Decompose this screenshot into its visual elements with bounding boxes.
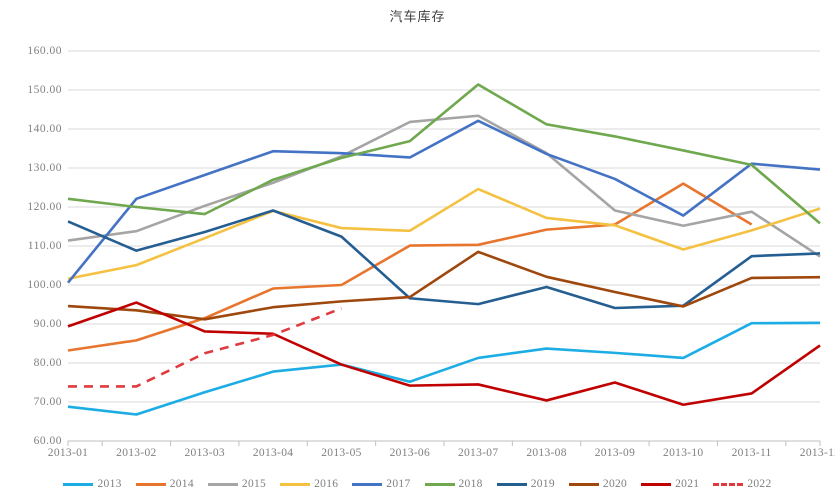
series-line-2020 [67,250,821,321]
chart-legend: 2013 2014 2015 2016 2017 2018 2019 2020 2021 2022 [0,474,835,494]
legend-swatch-icon [424,482,455,486]
legend-swatch-icon [352,482,383,486]
legend-item-2017[interactable]: 2017 [352,478,410,490]
x-axis-tick-label: 2013-09 [594,447,636,459]
legend-item-2015[interactable]: 2015 [207,478,267,490]
legend-label: 2018 [458,478,483,490]
series-line-2013 [67,321,821,416]
legend-label: 2016 [314,478,339,490]
y-axis-tick-label: 130.00 [27,162,62,174]
legend-swatch-icon [280,482,311,486]
legend-swatch-icon [207,482,238,486]
legend-item-2020[interactable]: 2020 [568,478,628,490]
y-axis-tick-label: 80.00 [33,357,62,369]
series-line-2022 [68,307,342,388]
y-axis-tick-label: 70.00 [33,396,62,408]
y-axis-tick-label: 140.00 [27,123,62,135]
x-axis-tick-label: 2013-05 [321,447,362,459]
legend-label: 2022 [747,478,772,490]
y-axis-tick-label: 90.00 [33,318,62,330]
legend-item-2016[interactable]: 2016 [280,478,338,490]
legend-item-2019[interactable]: 2019 [496,478,555,490]
series-line-2015 [67,114,821,258]
y-axis-tick-label: 100.00 [27,279,62,291]
legend-label: 2019 [530,478,555,490]
y-axis-tick-label: 120.00 [27,201,62,213]
x-axis-tick-label: 2013-11 [731,447,772,459]
y-axis-tick-label: 160.00 [27,45,62,57]
y-axis: 160.00 150.00 140.00 130.00 120.00 110.00 100.… [0,0,62,494]
legend-label: 2013 [97,478,122,490]
y-axis-tick-label: 110.00 [27,240,62,252]
legend-label: 2017 [386,478,411,490]
legend-label: 2015 [241,478,267,490]
legend-swatch-icon [568,482,599,486]
series-line-2019 [67,209,821,310]
series-line-2016 [67,187,821,281]
x-axis-tick-label: 2013-04 [252,447,294,459]
legend-swatch-icon [641,482,672,486]
legend-swatch-icon [496,482,527,486]
axis-lines [67,440,821,446]
legend-item-2021[interactable]: 2021 [641,478,699,490]
x-axis-tick-label: 2013-08 [526,447,567,459]
series-line-2021 [67,301,821,407]
series-line-2014 [67,182,753,352]
legend-label: 2014 [169,478,194,490]
series-line-2017 [66,119,821,284]
x-axis-tick-label: 2013-10 [663,447,704,459]
x-axis: 2013-01 2013-02 2013-03 2013-04 2013-05 2013-… [0,447,835,467]
chart-title: 汽车库存 [389,10,446,25]
x-axis-tick-label: 2013-06 [389,447,431,459]
legend-item-2022[interactable]: 2022 [713,478,771,490]
legend-item-2013[interactable]: 2013 [63,478,121,490]
x-axis-tick-label: 2013-07 [457,447,499,459]
legend-item-2014[interactable]: 2014 [135,478,194,490]
x-axis-tick-label: 2013-03 [184,447,225,459]
legend-label: 2021 [675,478,700,490]
series-line-2018 [67,83,821,225]
x-axis-tick-label: 2013-02 [116,447,157,459]
legend-swatch-icon [713,482,744,486]
series-lines [66,83,821,416]
y-axis-tick-label: 150.00 [27,84,62,96]
legend-label: 2020 [602,478,628,490]
legend-item-2018[interactable]: 2018 [424,478,483,490]
x-axis-tick-label: 2013-01 [47,447,89,459]
x-axis-tick-label: 2013-12 [799,447,835,459]
y-axis-tick-label: 60.00 [33,435,62,447]
legend-swatch-icon [63,482,94,486]
legend-swatch-icon [135,482,166,486]
